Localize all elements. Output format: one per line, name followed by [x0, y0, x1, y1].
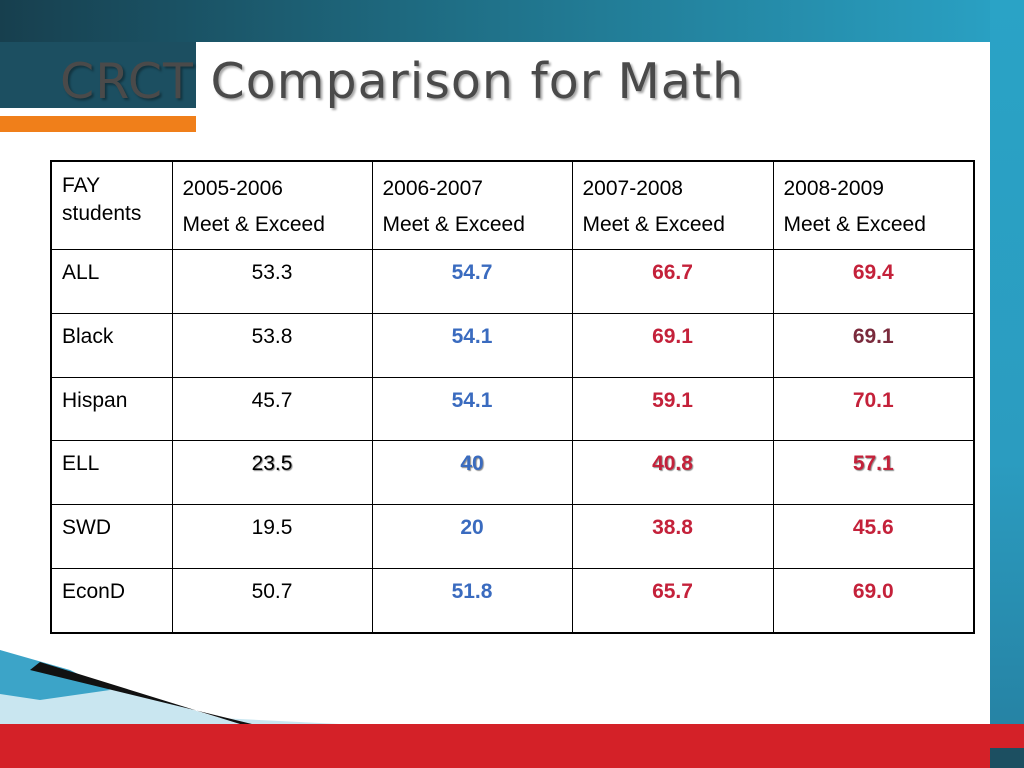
value-cell: 19.5: [171, 504, 373, 569]
title-accent-block: [0, 42, 196, 108]
value-cell: 45.6: [772, 504, 975, 569]
table-header-row: FAY students 2005-2006 Meet & Exceed 200…: [50, 160, 975, 250]
row-label: ELL: [50, 440, 173, 506]
value-cell: 54.1: [371, 312, 573, 378]
value-cell: 65.7: [571, 567, 774, 634]
value-cell: 59.1: [571, 376, 774, 442]
top-header-band: [0, 0, 1024, 42]
value-cell: 20: [371, 504, 573, 569]
slide-title: CRCT Comparison for Math: [60, 53, 745, 110]
header-label: Meet & Exceed: [783, 213, 926, 236]
header-cell-2008-2009: 2008-2009 Meet & Exceed: [772, 160, 975, 250]
header-cell-2005-2006: 2005-2006 Meet & Exceed: [171, 160, 373, 250]
footer-red-band: [0, 724, 1024, 768]
right-side-band: [990, 0, 1024, 768]
table-row-black: Black 53.8 54.1 69.1 69.1: [50, 312, 975, 378]
decorative-swoosh: [0, 650, 380, 726]
orange-accent-bar: [0, 116, 196, 132]
value-cell: 69.1: [571, 312, 774, 378]
row-label: Hispan: [50, 376, 173, 442]
value-cell: 38.8: [571, 504, 774, 569]
table-row-ell: ELL 23.5 40 40.8 57.1: [50, 440, 975, 506]
header-cell-2006-2007: 2006-2007 Meet & Exceed: [371, 160, 573, 250]
value-cell: 45.7: [171, 376, 373, 442]
header-label: Meet & Exceed: [582, 213, 725, 236]
table-row-swd: SWD 19.5 20 38.8 45.6: [50, 504, 975, 569]
value-cell: 70.1: [772, 376, 975, 442]
value-cell: 66.7: [571, 249, 774, 314]
value-cell: 69.1: [772, 312, 975, 378]
value-cell: 40.8: [571, 440, 774, 506]
row-label: EconD: [50, 567, 173, 634]
table-row-all: ALL 53.3 54.7 66.7 69.4: [50, 249, 975, 314]
corner-accent: [990, 748, 1024, 768]
header-label: Meet & Exceed: [382, 213, 525, 236]
header-year: 2005-2006: [182, 177, 283, 200]
value-cell: 40: [371, 440, 573, 506]
header-cell-2007-2008: 2007-2008 Meet & Exceed: [571, 160, 774, 250]
value-cell: 53.3: [171, 249, 373, 314]
header-year: 2006-2007: [382, 177, 483, 200]
value-cell: 69.0: [772, 567, 975, 634]
header-fay-line2: students: [62, 202, 142, 225]
row-label: Black: [50, 312, 173, 378]
header-label: Meet & Exceed: [182, 213, 325, 236]
header-year: 2008-2009: [783, 177, 884, 200]
header-year: 2007-2008: [582, 177, 683, 200]
value-cell: 23.5: [171, 440, 373, 506]
table-row-econd: EconD 50.7 51.8 65.7 69.0: [50, 567, 975, 634]
value-cell: 57.1: [772, 440, 975, 506]
table-row-hispan: Hispan 45.7 54.1 59.1 70.1: [50, 376, 975, 442]
header-fay-line1: FAY: [62, 174, 101, 197]
value-cell: 54.1: [371, 376, 573, 442]
row-label: ALL: [50, 249, 173, 314]
header-cell-fay: FAY students: [50, 160, 173, 250]
value-cell: 53.8: [171, 312, 373, 378]
value-cell: 50.7: [171, 567, 373, 634]
value-cell: 69.4: [772, 249, 975, 314]
row-label: SWD: [50, 504, 173, 569]
crct-math-table: FAY students 2005-2006 Meet & Exceed 200…: [50, 160, 975, 634]
value-cell: 51.8: [371, 567, 573, 634]
value-cell: 54.7: [371, 249, 573, 314]
